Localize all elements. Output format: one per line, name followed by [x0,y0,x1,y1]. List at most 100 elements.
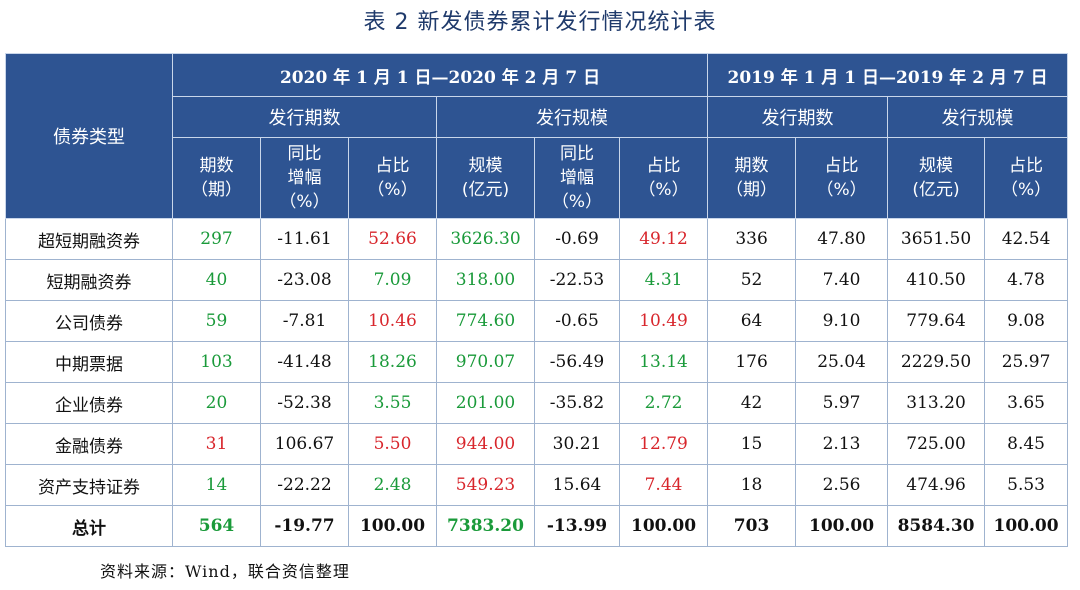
cell-scale-2020: 549.23 [436,464,535,506]
cell-yoy-count: -11.61 [260,218,349,260]
cell-share-count: 10.46 [348,300,437,342]
header-bond-type: 债券类型 [5,53,173,219]
cell-yoy-scale: -0.69 [534,218,620,260]
cell-share-count: 7.09 [348,259,437,301]
cell-share-count: 100.00 [348,505,437,547]
cell-yoy-count: -23.08 [260,259,349,301]
cell-yoy-scale: 15.64 [534,464,620,506]
header-yoy: 同比 增幅 （%） [534,137,620,219]
table-row: 中期票据 103 -41.48 18.26 970.07 -56.49 13.1… [5,341,1069,383]
cell-count-2019: 18 [707,464,797,506]
cell-scale-2019: 779.64 [887,300,986,342]
cell-count-2019: 42 [707,382,797,424]
cell-share-scale: 100.00 [618,505,709,547]
cell-scale-2019: 8584.30 [887,505,986,547]
cell-yoy-count: -41.48 [260,341,349,383]
cell-yoy-scale: -35.82 [534,382,620,424]
cell-count-2020: 59 [172,300,261,342]
cell-share-count: 3.55 [348,382,437,424]
cell-scale-2020: 7383.20 [436,505,535,547]
cell-share-count: 5.50 [348,423,437,465]
cell-share-scale: 13.14 [618,341,709,383]
header-count: 期数 （期） [707,137,797,219]
cell-share-count-2019: 2.56 [795,464,889,506]
header-share: 占比 （%） [795,137,889,219]
cell-share-scale: 2.72 [618,382,709,424]
cell-scale-2019: 474.96 [887,464,986,506]
cell-share-count-2019: 5.97 [795,382,889,424]
bond-issuance-table: 债券类型 2020 年 1 月 1 日—2020 年 2 月 7 日 2019 … [5,53,1069,547]
row-name: 短期融资券 [5,259,173,301]
table-row: 企业债券 20 -52.38 3.55 201.00 -35.82 2.72 4… [5,382,1069,424]
header-share: 占比 （%） [618,137,709,219]
cell-scale-2020: 3626.30 [436,218,535,260]
cell-yoy-scale: -0.65 [534,300,620,342]
cell-share-count-2019: 47.80 [795,218,889,260]
cell-count-2019: 336 [707,218,797,260]
cell-scale-2019: 313.20 [887,382,986,424]
cell-share-scale-2019: 100.00 [984,505,1069,547]
cell-count-2020: 20 [172,382,261,424]
header-scale: 规模 (亿元) [436,137,535,219]
cell-count-2020: 103 [172,341,261,383]
cell-share-scale: 10.49 [618,300,709,342]
cell-yoy-count: -52.38 [260,382,349,424]
cell-share-count: 2.48 [348,464,437,506]
cell-share-scale: 49.12 [618,218,709,260]
cell-share-scale: 7.44 [618,464,709,506]
source-note: 资料来源：Wind，联合资信整理 [100,562,350,581]
table-row: 资产支持证券 14 -22.22 2.48 549.23 15.64 7.44 … [5,464,1069,506]
cell-share-count: 52.66 [348,218,437,260]
total-label: 总计 [5,505,173,547]
row-name: 金融债券 [5,423,173,465]
cell-share-count-2019: 9.10 [795,300,889,342]
header-count: 期数 （期） [172,137,261,219]
cell-share-count-2019: 25.04 [795,341,889,383]
cell-yoy-scale: -56.49 [534,341,620,383]
cell-yoy-count: -19.77 [260,505,349,547]
header-2019-count: 发行期数 [707,96,889,138]
cell-share-scale: 4.31 [618,259,709,301]
cell-yoy-scale: -22.53 [534,259,620,301]
cell-share-scale: 12.79 [618,423,709,465]
row-name: 资产支持证券 [5,464,173,506]
cell-count-2020: 31 [172,423,261,465]
table-row: 超短期融资券 297 -11.61 52.66 3626.30 -0.69 49… [5,218,1069,260]
table-row: 金融债券 31 106.67 5.50 944.00 30.21 12.79 1… [5,423,1069,465]
cell-count-2019: 52 [707,259,797,301]
header-period-2019: 2019 年 1 月 1 日—2019 年 2 月 7 日 [707,53,1069,97]
header-2019-scale: 发行规模 [887,96,1069,138]
cell-scale-2019: 410.50 [887,259,986,301]
cell-count-2019: 703 [707,505,797,547]
cell-scale-2019: 2229.50 [887,341,986,383]
row-name: 中期票据 [5,341,173,383]
cell-count-2020: 297 [172,218,261,260]
cell-share-count-2019: 2.13 [795,423,889,465]
cell-share-scale-2019: 4.78 [984,259,1069,301]
cell-share-scale-2019: 8.45 [984,423,1069,465]
cell-share-count: 18.26 [348,341,437,383]
cell-share-scale-2019: 42.54 [984,218,1069,260]
cell-count-2019: 64 [707,300,797,342]
cell-share-scale-2019: 25.97 [984,341,1069,383]
cell-yoy-scale: -13.99 [534,505,620,547]
total-row: 总计 564 -19.77 100.00 7383.20 -13.99 100.… [5,505,1069,547]
header-2020-count: 发行期数 [172,96,437,138]
table-row: 公司债券 59 -7.81 10.46 774.60 -0.65 10.49 6… [5,300,1069,342]
header-yoy: 同比 增幅 （%） [260,137,349,219]
table-title: 表 2 新发债券累计发行情况统计表 [363,10,717,35]
table-row: 短期融资券 40 -23.08 7.09 318.00 -22.53 4.31 … [5,259,1069,301]
cell-count-2020: 14 [172,464,261,506]
row-name: 公司债券 [5,300,173,342]
cell-count-2019: 15 [707,423,797,465]
cell-count-2019: 176 [707,341,797,383]
cell-scale-2020: 970.07 [436,341,535,383]
cell-count-2020: 40 [172,259,261,301]
row-name: 超短期融资券 [5,218,173,260]
cell-scale-2020: 318.00 [436,259,535,301]
header-2020-scale: 发行规模 [435,96,709,138]
cell-count-2020: 564 [172,505,261,547]
cell-share-scale-2019: 5.53 [984,464,1069,506]
cell-yoy-count: -22.22 [260,464,349,506]
row-name: 企业债券 [5,382,173,424]
